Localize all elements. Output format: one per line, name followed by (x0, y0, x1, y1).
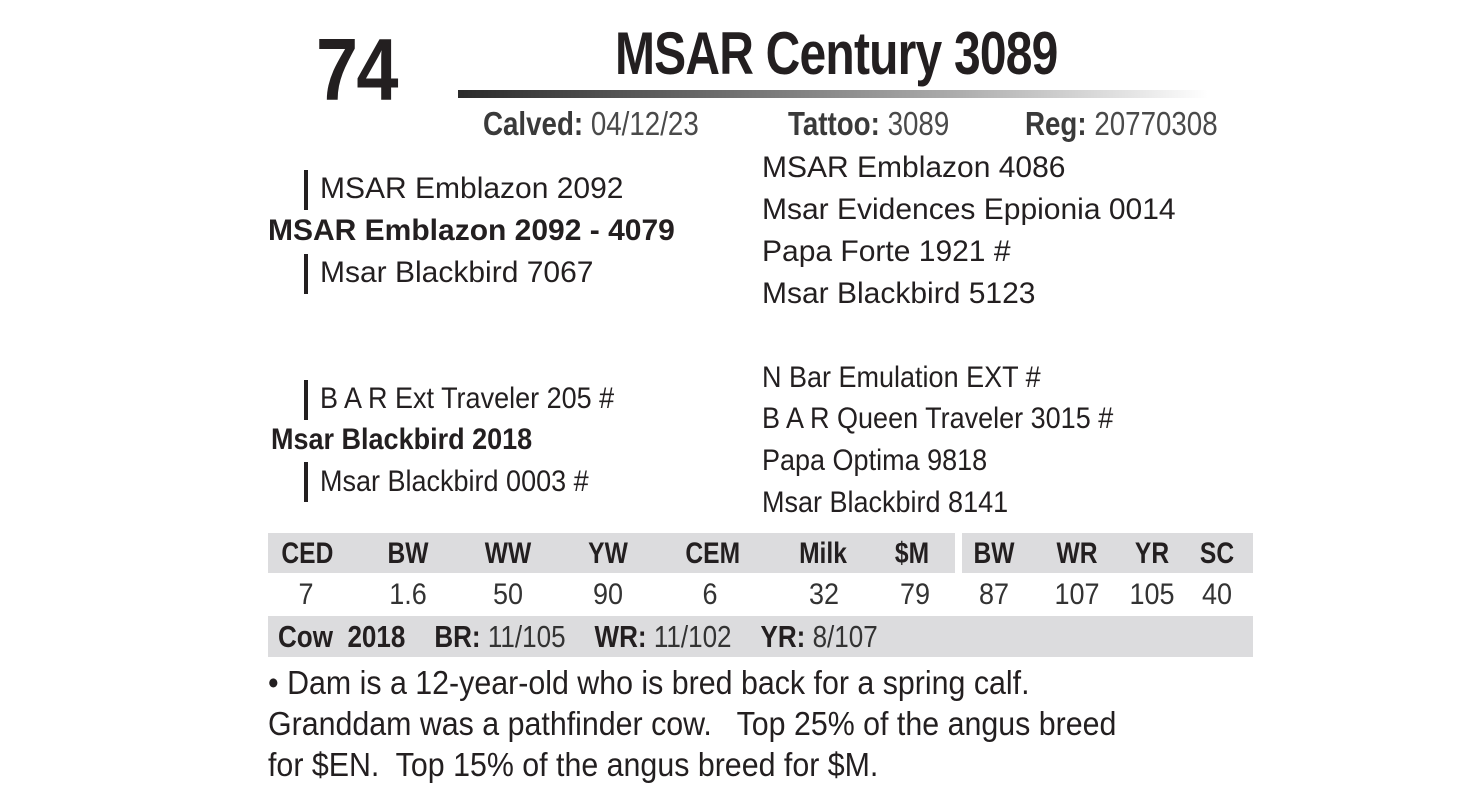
dam-name: Msar Blackbird 2018 (271, 423, 533, 456)
epd-header-ced: CED (281, 537, 334, 570)
tattoo-info: Tattoo: 3089 (788, 105, 950, 142)
animal-name: MSAR Century 3089 (615, 20, 1058, 87)
index-header-sc: SC (1199, 537, 1235, 570)
epd-header-dollar-m: $M (894, 537, 930, 570)
epd-header-cem: CEM (685, 537, 741, 570)
index-value-bw: 87 (978, 578, 1010, 611)
index-value-wr: 107 (1054, 578, 1100, 611)
sire-name: MSAR Emblazon 2092 - 4079 (268, 214, 675, 247)
epd-value-cem: 6 (702, 578, 718, 611)
cow-row-bg (268, 616, 1253, 657)
reg-value: 20770308 (1094, 105, 1218, 142)
sire-dam: Msar Blackbird 7067 (320, 256, 594, 289)
yr-value: 8/107 (812, 619, 878, 654)
cow-value: 2018 (347, 619, 406, 654)
epd-header-ww: WW (484, 537, 532, 570)
epd-value-yw: 90 (592, 578, 624, 611)
wr-value: 11/102 (653, 619, 732, 654)
index-value-yr: 105 (1129, 578, 1175, 611)
epd-value-ww: 50 (492, 578, 524, 611)
cow-label: Cow (278, 619, 333, 654)
tattoo-value: 3089 (887, 105, 950, 142)
calved-label: Calved: (483, 105, 584, 142)
index-header-bg (962, 533, 1253, 573)
reg-info: Reg: 20770308 (1025, 105, 1218, 142)
epd-header-bw: BW (387, 537, 429, 570)
br-label: BR: (434, 619, 481, 654)
yr-label: YR: (760, 619, 806, 654)
dam-dam: Msar Blackbird 0003 # (320, 465, 589, 498)
index-header-wr: WR (1056, 537, 1098, 570)
ancestor: Msar Blackbird 8141 (762, 486, 1009, 519)
pedigree-bracket (304, 462, 308, 502)
calved-value: 04/12/23 (590, 105, 699, 142)
epd-header-yw: YW (588, 537, 628, 570)
notes: • Dam is a 12-year-old who is bred back … (268, 662, 1188, 785)
wr-label: WR: (594, 619, 647, 654)
ancestor: Msar Evidences Eppionia 0014 (762, 193, 1176, 226)
ancestor: B A R Queen Traveler 3015 # (762, 402, 1114, 435)
title-gradient-rule (458, 90, 1208, 98)
notes-line: for $EN. Top 15% of the angus breed for … (268, 746, 879, 783)
epd-value-dollar-m: 79 (899, 578, 931, 611)
br-value: 11/105 (487, 619, 566, 654)
epd-value-milk: 32 (808, 578, 840, 611)
pedigree-bracket (304, 254, 308, 294)
index-header-bw: BW (973, 537, 1015, 570)
sire-sire: MSAR Emblazon 2092 (320, 172, 624, 205)
notes-line: • Dam is a 12-year-old who is bred back … (268, 664, 1030, 701)
ancestor: Msar Blackbird 5123 (762, 277, 1036, 310)
ancestor: Papa Optima 9818 (762, 444, 988, 477)
epd-header-milk: Milk (799, 537, 847, 570)
ancestor: MSAR Emblazon 4086 (762, 151, 1066, 184)
tattoo-label: Tattoo: (788, 105, 880, 142)
notes-line: Granddam was a pathfinder cow. Top 25% o… (268, 705, 1117, 742)
cow-row: Cow 2018 BR: 11/105 WR: 11/102 YR: 8/107 (278, 619, 878, 654)
ancestor: N Bar Emulation EXT # (762, 361, 1041, 394)
lot-number: 74 (316, 20, 398, 119)
ancestor: Papa Forte 1921 # (762, 235, 1011, 268)
epd-header-bg (268, 533, 955, 573)
pedigree-bracket (304, 380, 308, 420)
epd-value-ced: 7 (298, 578, 314, 611)
epd-value-bw: 1.6 (389, 578, 427, 611)
index-value-sc: 40 (1201, 578, 1233, 611)
index-header-yr: YR (1134, 537, 1170, 570)
dam-sire: B A R Ext Traveler 205 # (320, 382, 615, 415)
reg-label: Reg: (1025, 105, 1087, 142)
calved-info: Calved: 04/12/23 (483, 105, 699, 142)
pedigree-bracket (304, 170, 308, 210)
